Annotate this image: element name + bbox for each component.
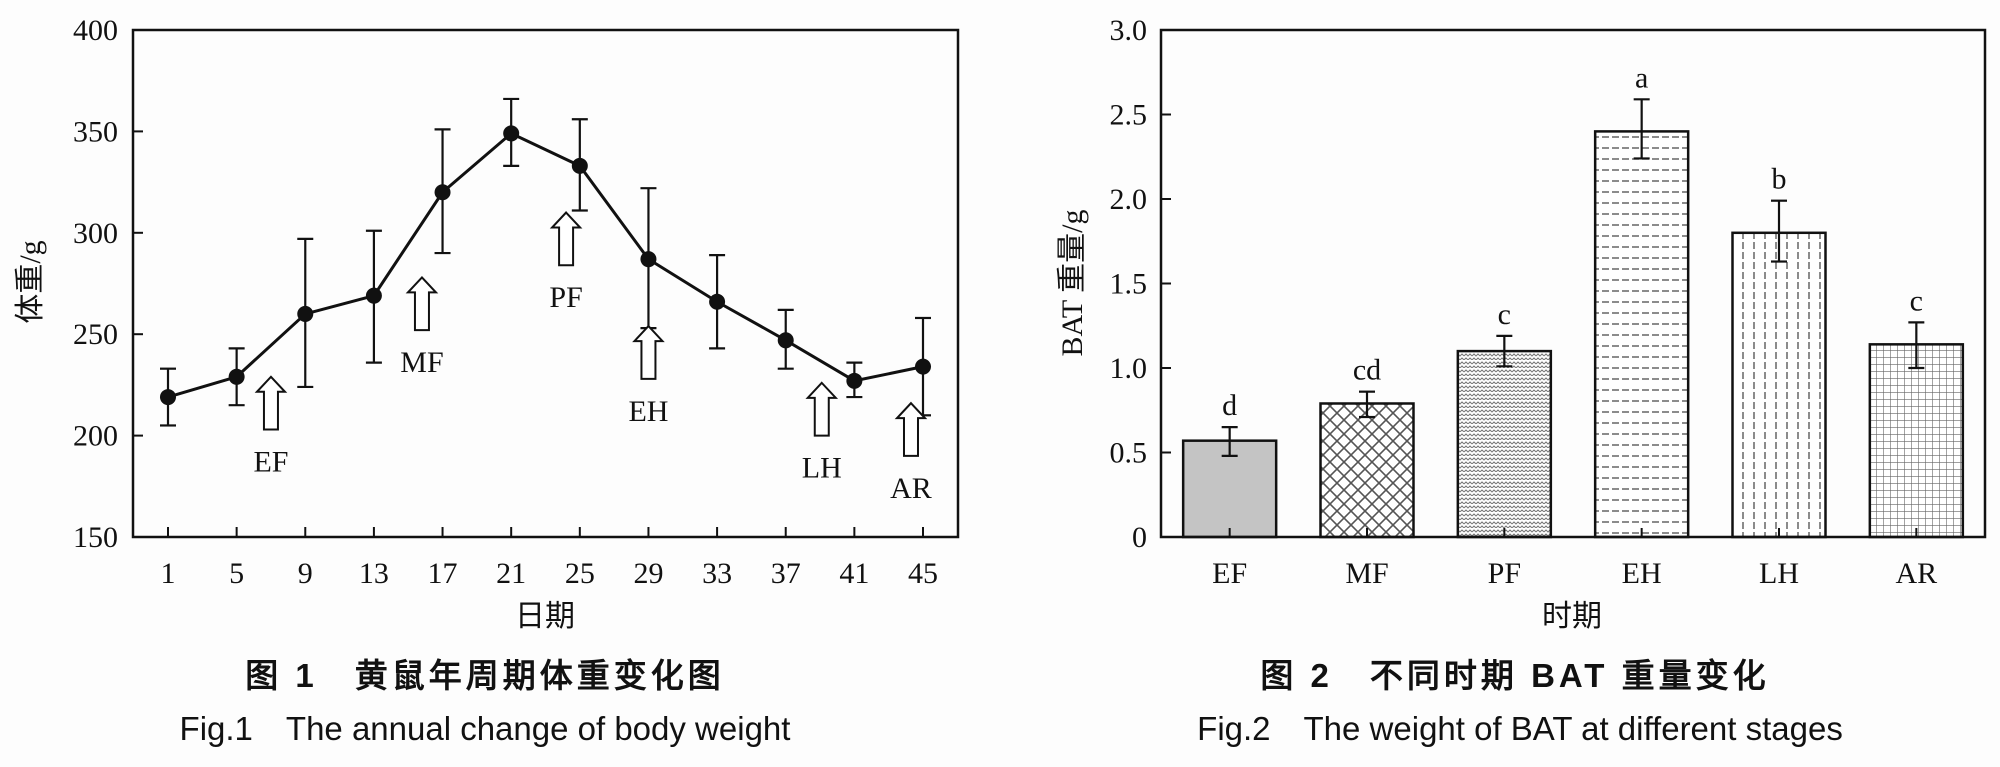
data-points	[160, 125, 931, 406]
data-point	[915, 358, 931, 375]
y-axis-ticks: 150 200 250 300 350 400	[73, 14, 143, 554]
error-bars	[1221, 98, 1925, 457]
y-axis-label: BAT 重量/g	[1056, 210, 1089, 357]
data-point	[434, 184, 451, 201]
y-tick-label: 1.0	[1110, 352, 1148, 385]
figure-caption-cn: 图 1 黄鼠年周期体重变化图	[245, 657, 725, 694]
data-point	[571, 157, 588, 174]
significance-label: d	[1222, 389, 1237, 422]
x-axis-label: 时期	[1542, 600, 1602, 633]
x-tick-label: LH	[1759, 557, 1799, 590]
y-tick-label: 400	[73, 14, 118, 47]
x-axis-ticks: EF MF PF EH LH AR	[1212, 528, 1937, 590]
up-arrow-icon	[405, 275, 439, 332]
stage-label: PF	[549, 281, 582, 314]
plot-frame	[131, 28, 960, 539]
stage-label: LH	[802, 452, 842, 485]
x-tick-label: 13	[359, 557, 389, 590]
data-point	[503, 125, 520, 142]
x-tick-label: 9	[298, 557, 313, 590]
up-arrow-icon	[549, 211, 583, 267]
x-tick-label: 45	[908, 557, 938, 590]
figure-caption-cn: 图 2 不同时期 BAT 重量变化	[1260, 657, 1769, 694]
up-arrow-icon	[894, 401, 928, 457]
significance-label: a	[1635, 61, 1648, 94]
up-arrow-icon	[254, 375, 288, 431]
x-axis-ticks: 1 5 9 13 17 21 25 29 33 37 41 45	[161, 527, 938, 590]
data-point	[709, 293, 726, 310]
x-tick-label: 25	[565, 557, 595, 590]
data-point	[640, 251, 657, 268]
plot-frame	[1159, 28, 1987, 539]
y-tick-label: 300	[73, 217, 118, 250]
data-point	[228, 368, 245, 385]
x-tick-label: 37	[771, 557, 801, 590]
up-arrow-icon	[805, 381, 839, 437]
x-tick-label: AR	[1895, 557, 1937, 590]
y-tick-label: 3.0	[1110, 14, 1148, 47]
bat-weight-chart: 0 0.5 1.0 1.5 2.0 2.5 3.0 EF MF PF EH LH AR d cd c a b c…	[1056, 14, 1987, 747]
y-tick-label: 2.0	[1110, 183, 1148, 216]
bar-ar	[1868, 343, 1965, 539]
data-point	[365, 287, 382, 304]
stage-label: MF	[400, 346, 443, 379]
x-tick-label: 21	[496, 557, 526, 590]
y-tick-label: 350	[73, 115, 118, 148]
body-weight-chart: 150 200 250 300 350 400 1 5 9 13 17 21 25 29 33 37 41 45…	[14, 14, 960, 747]
x-tick-label: EF	[1212, 557, 1247, 590]
y-tick-label: 2.5	[1110, 99, 1148, 132]
bar-eh	[1593, 130, 1690, 539]
stage-label: EF	[253, 446, 288, 479]
bar-mf	[1319, 402, 1415, 539]
y-tick-label: 250	[73, 318, 118, 351]
y-axis-ticks: 0 0.5 1.0 1.5 2.0 2.5 3.0	[1110, 14, 1171, 554]
figure-caption-en: Fig.2 The weight of BAT at different sta…	[1197, 710, 1843, 747]
stage-annotations: EF MF PF EH LH AR	[253, 211, 932, 505]
bar-pf	[1456, 349, 1553, 539]
x-tick-label: 17	[428, 557, 458, 590]
significance-labels: d cd c a b c	[1222, 61, 1923, 422]
figure-caption-en: Fig.1 The annual change of body weight	[180, 710, 791, 747]
x-tick-label: 41	[839, 557, 869, 590]
series-line	[167, 131, 924, 399]
body-weight-line	[167, 131, 924, 399]
x-tick-label: PF	[1488, 557, 1521, 590]
significance-label: cd	[1353, 354, 1381, 387]
bar-lh	[1731, 231, 1827, 539]
data-point	[297, 305, 314, 322]
data-point	[846, 372, 863, 389]
significance-label: c	[1498, 298, 1511, 331]
bars	[1181, 130, 1965, 539]
x-tick-label: 29	[633, 557, 663, 590]
error-bars	[160, 97, 931, 427]
data-point	[160, 389, 176, 406]
y-tick-label: 200	[73, 420, 118, 453]
x-tick-label: 1	[161, 557, 176, 590]
significance-label: c	[1910, 284, 1923, 317]
y-tick-label: 0.5	[1110, 437, 1148, 470]
data-point	[777, 332, 794, 349]
up-arrow-icon	[632, 324, 665, 380]
stage-label: AR	[890, 472, 932, 505]
stage-label: EH	[628, 395, 668, 428]
y-tick-label: 0	[1132, 521, 1147, 554]
y-tick-label: 150	[73, 521, 118, 554]
significance-label: b	[1772, 163, 1787, 196]
y-tick-label: 1.5	[1110, 268, 1148, 301]
x-tick-label: MF	[1345, 557, 1388, 590]
x-tick-label: EH	[1622, 557, 1662, 590]
x-tick-label: 33	[702, 557, 732, 590]
x-axis-label: 日期	[515, 600, 575, 633]
x-tick-label: 5	[229, 557, 244, 590]
y-axis-label: 体重/g	[14, 240, 47, 323]
